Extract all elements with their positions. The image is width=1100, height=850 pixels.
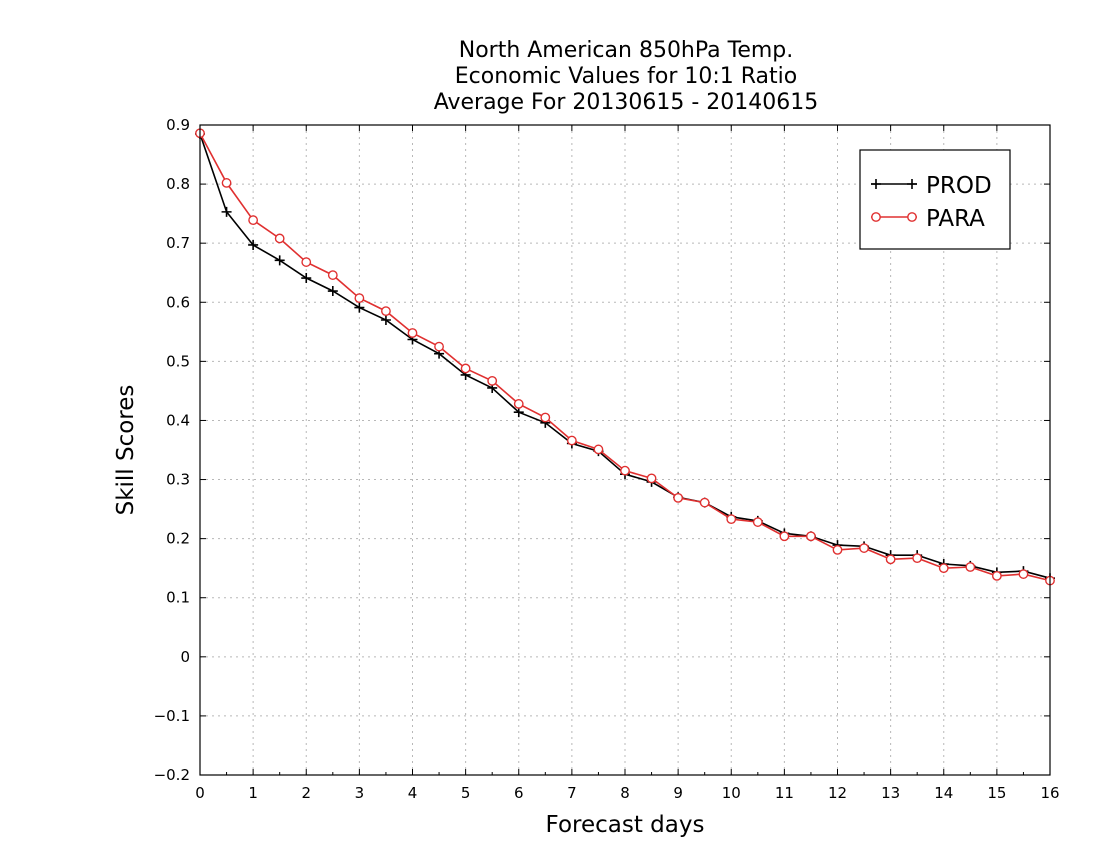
legend-marker-prod: [871, 179, 917, 189]
y-tick-label: 0.1: [166, 589, 190, 607]
x-tick-label: 2: [301, 784, 311, 802]
y-tick-label: 0.2: [166, 530, 190, 548]
data-point-prod: [248, 239, 259, 250]
data-point-para: [274, 233, 285, 244]
chart-title-line-1: North American 850hPa Temp.: [459, 38, 794, 63]
data-point-para: [938, 563, 949, 574]
data-point-para: [726, 514, 737, 525]
x-tick-label: 15: [987, 784, 1006, 802]
data-point-para: [327, 270, 338, 280]
data-point-prod: [274, 255, 285, 266]
legend-box: [859, 149, 1011, 250]
data-point-para: [221, 178, 232, 188]
y-tick-label: −0.1: [154, 707, 190, 725]
data-point-para: [487, 375, 498, 386]
x-tick-label: 12: [828, 784, 847, 802]
data-point-para: [620, 465, 630, 476]
legend-marker-para: [871, 212, 881, 222]
x-tick-label: 0: [195, 784, 205, 802]
y-tick-label: 0.4: [166, 411, 190, 429]
x-tick-label: 6: [514, 784, 524, 802]
x-tick-label: 10: [722, 784, 741, 802]
x-tick-label: 9: [673, 784, 683, 802]
legend-marker-prod: [871, 179, 881, 189]
data-point-para: [806, 531, 816, 542]
data-point-para: [885, 554, 896, 565]
x-axis-label: Forecast days: [546, 812, 705, 838]
data-point-para: [912, 553, 923, 564]
y-tick-label: 0.6: [166, 293, 190, 311]
y-tick-label: 0.3: [166, 471, 190, 489]
x-tick-label: 3: [355, 784, 365, 802]
y-axis-ticks: 0.9 0.8 0.7 0.6 0.5 0.4 0.3 0.2 0.1 0 −0.1 −0.2: [154, 116, 1050, 784]
x-tick-label: 13: [881, 784, 900, 802]
x-tick-label: 14: [934, 784, 953, 802]
x-tick-label: 1: [248, 784, 258, 802]
data-point-para: [752, 517, 763, 527]
data-point-para: [699, 497, 710, 508]
data-point-para: [859, 543, 869, 553]
data-point-para: [646, 473, 657, 484]
x-tick-label: 16: [1040, 784, 1059, 802]
data-point-para: [354, 293, 365, 304]
data-point-para: [513, 399, 524, 409]
x-tick-label: 7: [567, 784, 577, 802]
y-tick-label: 0: [180, 648, 190, 666]
y-tick-label: 0.5: [166, 352, 190, 370]
data-point-para: [248, 215, 259, 226]
legend: PROD PARA: [859, 149, 1011, 250]
data-series: [195, 128, 1055, 586]
x-tick-label: 8: [620, 784, 630, 802]
y-axis-label: Skill Scores: [113, 385, 139, 516]
chart-title-line-2: Economic Values for 10:1 Ratio: [455, 64, 797, 89]
data-point-para: [593, 444, 604, 455]
data-point-para: [301, 257, 312, 267]
grid-lines: [200, 125, 1050, 775]
data-point-prod: [221, 206, 232, 217]
y-tick-label: 0.9: [166, 116, 190, 134]
data-point-prod: [354, 302, 365, 313]
chart-title: North American 850hPa Temp. Economic Val…: [434, 38, 819, 115]
data-point-para: [991, 570, 1002, 581]
data-point-para: [460, 363, 471, 374]
legend-marker-para: [871, 212, 917, 222]
y-tick-label: 0.8: [166, 175, 190, 193]
data-point-prod: [380, 315, 391, 325]
data-point-para: [407, 328, 418, 338]
data-point-para: [540, 412, 551, 423]
data-point-prod: [513, 407, 524, 418]
data-point-prod: [327, 286, 338, 297]
x-axis-ticks: 0 1 2 3 4 5 6 7 8 9 10 11 12 13 14 15 16: [195, 125, 1060, 802]
x-tick-label: 11: [775, 784, 794, 802]
data-point-para: [381, 306, 391, 317]
data-point-para: [1018, 569, 1029, 579]
data-point-para: [832, 544, 843, 555]
legend-label-prod: PROD: [926, 173, 992, 199]
x-tick-label: 5: [461, 784, 471, 802]
data-point-para: [673, 492, 684, 503]
legend-marker-para: [907, 212, 917, 222]
data-point-para: [434, 341, 444, 352]
chart-title-line-3: Average For 20130615 - 20140615: [434, 90, 819, 115]
x-tick-label: 4: [408, 784, 418, 802]
legend-marker-prod: [907, 179, 917, 189]
data-point-para: [779, 531, 790, 542]
y-tick-label: −0.2: [154, 766, 190, 784]
data-point-para: [965, 562, 976, 572]
data-point-prod: [301, 273, 312, 284]
y-tick-label: 0.7: [166, 234, 190, 252]
data-point-para: [566, 435, 577, 446]
legend-label-para: PARA: [926, 206, 985, 232]
